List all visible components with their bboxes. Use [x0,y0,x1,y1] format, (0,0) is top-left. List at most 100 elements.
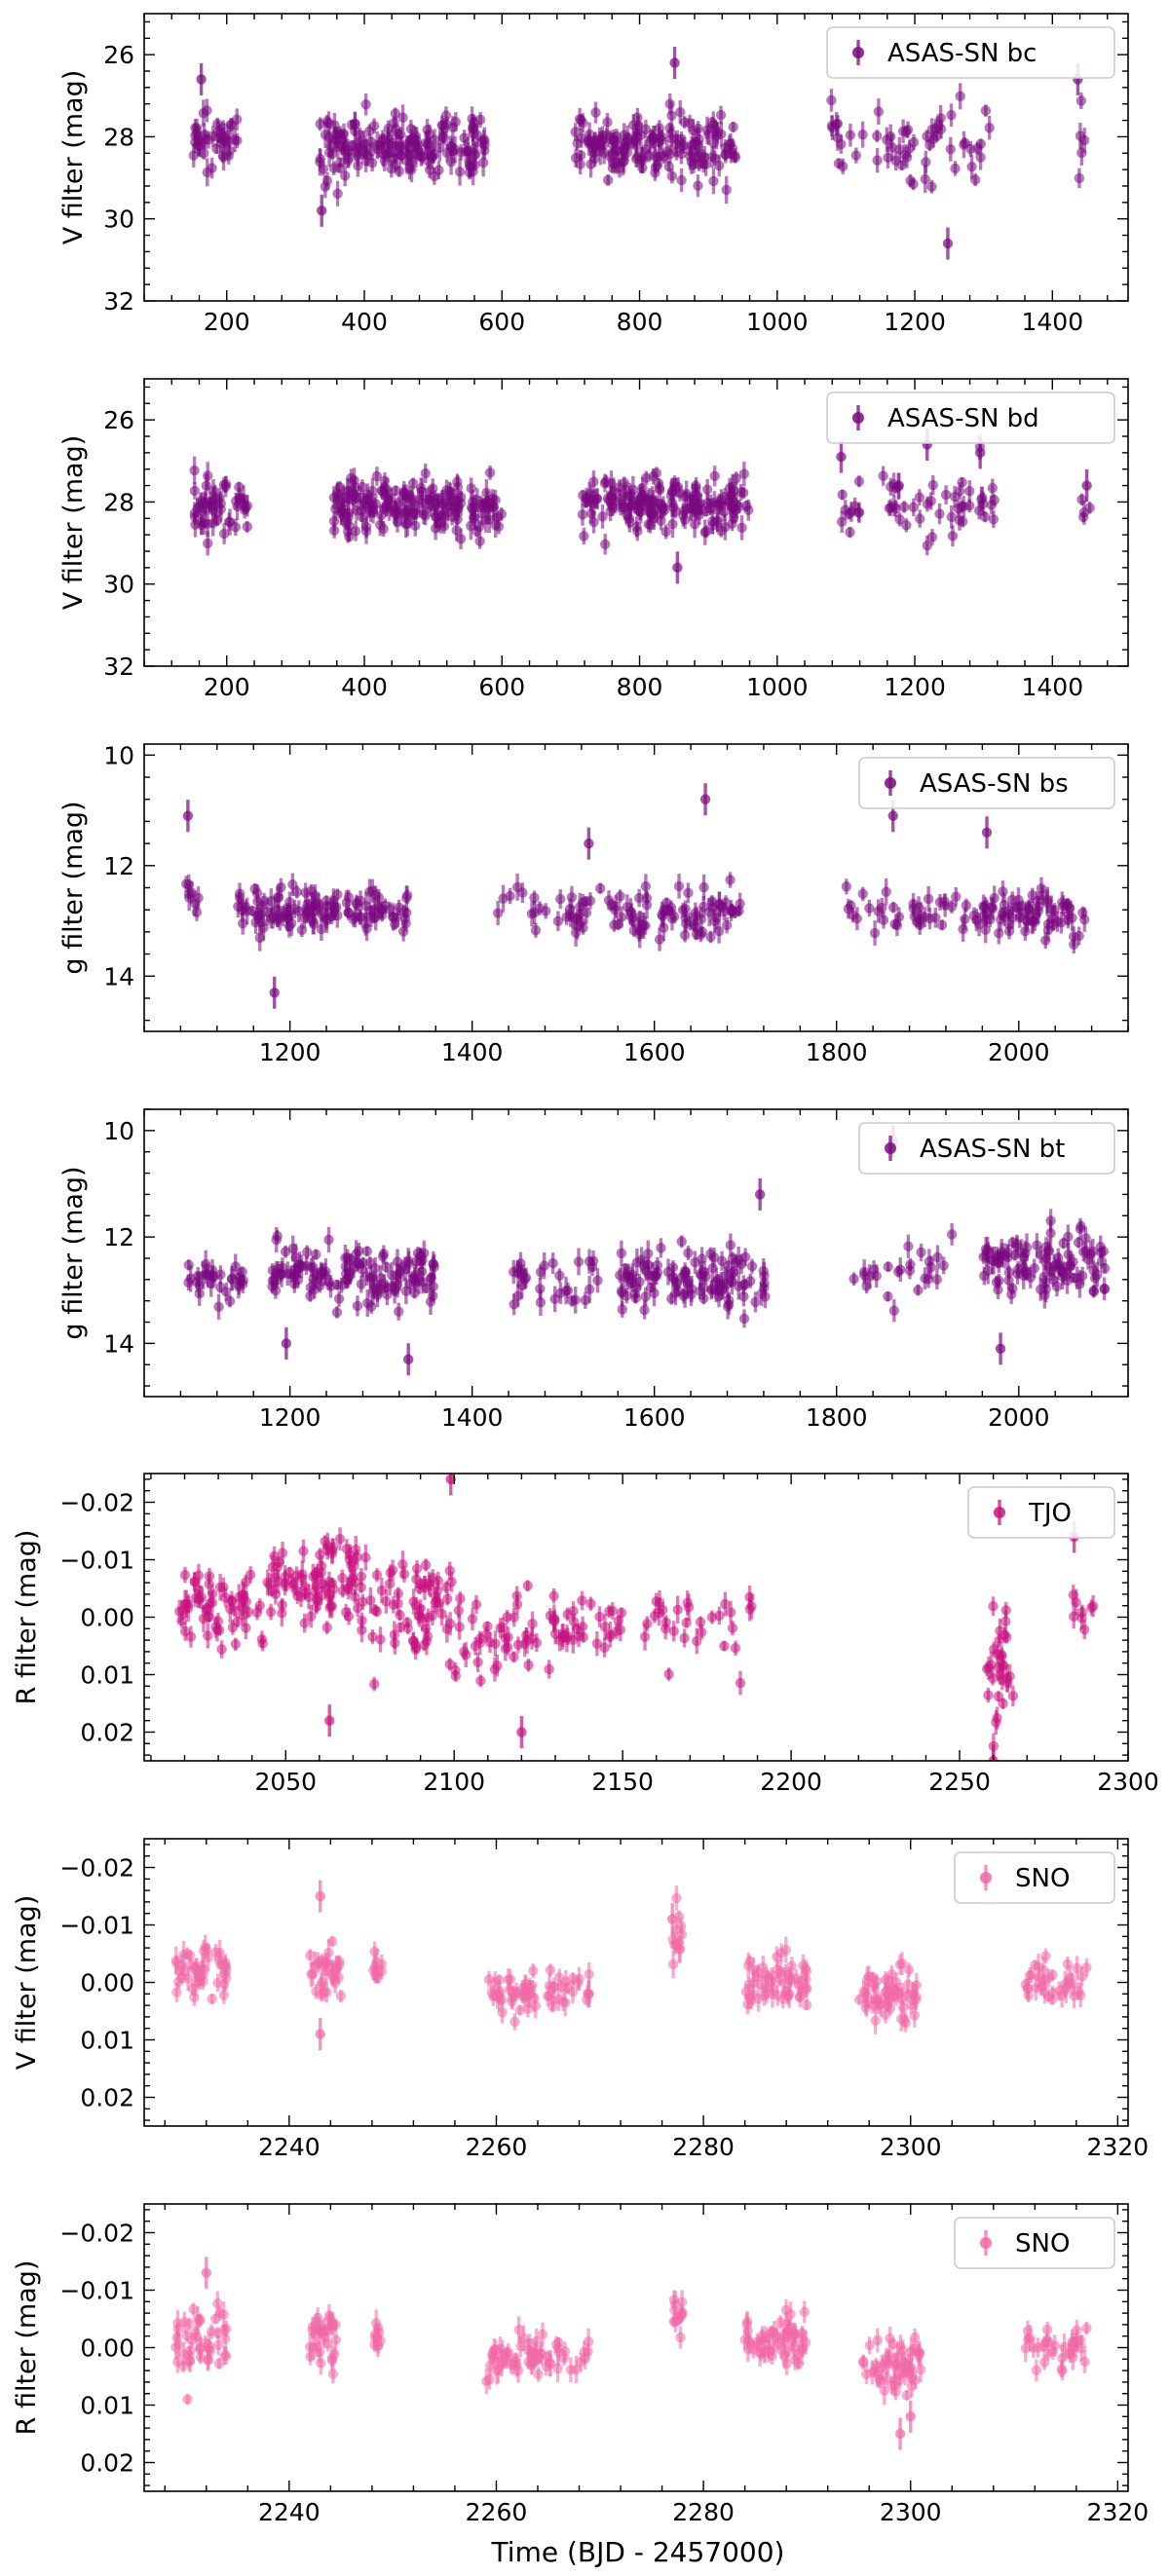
data-point [477,157,489,168]
data-point [714,160,725,171]
data-point [857,888,868,900]
data-point [310,900,321,911]
data-point [683,1248,694,1258]
data-point [641,899,653,911]
data-point [664,149,676,160]
data-point [988,1601,999,1612]
data-point [434,165,444,175]
data-point [699,527,710,538]
data-point [480,514,491,526]
data-point [594,1611,605,1623]
data-point [947,531,959,541]
data-point [923,1274,934,1285]
data-point [368,913,379,924]
data-point [545,1964,556,1976]
data-point [980,924,991,935]
data-point [283,920,295,932]
data-point [845,527,855,538]
data-point [300,1582,311,1592]
data-point [721,919,733,931]
data-point [615,891,625,902]
data-point [193,139,205,151]
data-point [321,1266,331,1277]
data-point [599,1642,610,1654]
data-point [360,1552,371,1563]
data-point [471,495,483,505]
data-points [180,783,1090,1009]
data-point [397,112,408,123]
data-point [433,504,443,515]
data-point [509,1651,519,1662]
data-point [214,1582,226,1592]
data-point [579,531,589,541]
data-point [676,174,687,186]
data-point [648,470,659,482]
data-point [474,536,485,546]
data-point [308,915,319,927]
data-point [634,502,646,512]
data-point [230,1639,242,1650]
data-point [698,1283,709,1293]
data-point [530,924,542,936]
data-point [681,918,692,929]
data-point [475,1675,486,1686]
data-point [221,1287,232,1297]
data-point [251,910,263,921]
data-point [455,1593,466,1604]
data-point [864,903,875,914]
data-point [888,1305,900,1316]
data-point [1051,1281,1063,1292]
data-point [726,906,736,916]
data-point [555,1288,566,1299]
x-tick-label: 2000 [988,1403,1050,1432]
data-point [660,526,671,538]
data-point [425,495,435,505]
data-point [573,1256,584,1267]
legend-label: ASAS-SN bd [887,404,1039,433]
data-point [237,1266,247,1278]
data-point [522,1581,533,1591]
data-point [620,1263,631,1274]
data-point [337,1586,349,1596]
data-point [662,906,673,916]
legend-box [858,757,1115,809]
data-point [490,1638,501,1649]
data-point [271,1268,283,1279]
data-point [738,1290,749,1302]
data-point [461,1649,471,1661]
data-point [331,1962,342,1973]
data-point [904,143,915,154]
data-point [285,1268,296,1280]
x-tick-label: 1800 [806,1403,868,1432]
data-point [1018,1270,1029,1282]
data-point [719,506,730,517]
data-point [401,892,412,904]
data-point [873,906,884,916]
data-point [902,125,914,135]
data-point [424,165,435,175]
data-point [672,1286,684,1296]
data-point [1005,1288,1017,1300]
data-point [427,1610,438,1622]
data-point [744,1604,755,1615]
data-point [689,518,700,530]
legend-box [826,26,1115,79]
data-point [1042,924,1054,936]
data-point [1016,1247,1027,1258]
data-point [672,1604,683,1615]
data-point [681,1617,692,1628]
data-point [1076,1607,1088,1618]
data-point [486,1987,498,1997]
data-point [350,912,360,922]
data-point [745,1276,756,1287]
data-point [1075,131,1086,141]
data-point [886,131,896,142]
data-point [746,1260,758,1272]
data-point [914,492,925,503]
data-point [522,2003,534,2014]
x-tick-label: 1800 [806,1038,868,1066]
data-point [1080,1246,1091,1256]
data-point [727,1269,737,1280]
data-point [334,1533,346,1545]
